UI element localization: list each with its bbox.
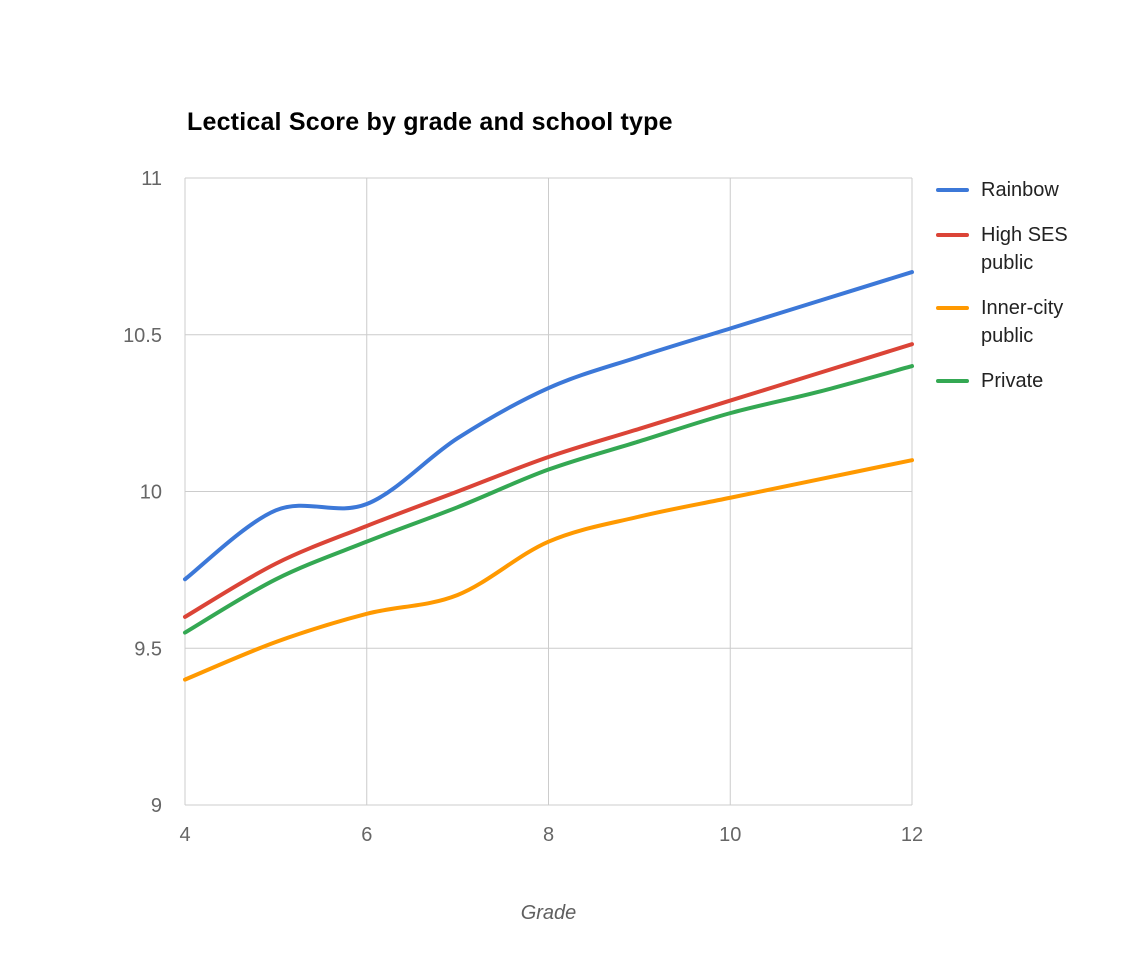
x-tick-label: 10: [719, 824, 741, 846]
chart-title: Lectical Score by grade and school type: [187, 108, 673, 136]
x-tick-label: 12: [901, 824, 923, 846]
legend-item-inner-city-public: Inner-city public: [936, 294, 1122, 350]
legend-label: High SES public: [981, 224, 1068, 274]
legend-swatch-high-ses-public: [936, 233, 969, 237]
legend-item-private: Private: [936, 367, 1122, 395]
series-line-private: [183, 364, 914, 635]
y-tick-label: 10.5: [123, 325, 162, 347]
legend-label: Inner-city public: [981, 297, 1064, 347]
chart-legend: Rainbow High SES public Inner-city publi…: [936, 176, 1122, 412]
legend-label: Private: [981, 370, 1044, 392]
legend-label: Rainbow: [981, 179, 1059, 201]
x-tick-label: 6: [361, 824, 372, 846]
y-tick-label: 11: [141, 168, 162, 190]
legend-swatch-private: [936, 379, 969, 383]
series-line-rainbow: [183, 270, 914, 582]
legend-swatch-rainbow: [936, 188, 969, 192]
series-line-inner-city-public: [183, 458, 914, 682]
y-tick-label: 9.5: [134, 638, 162, 660]
x-tick-label: 4: [179, 824, 190, 846]
legend-item-rainbow: Rainbow: [936, 176, 1122, 204]
x-tick-label: 8: [543, 824, 554, 846]
legend-swatch-inner-city-public: [936, 306, 969, 310]
x-axis-title: Grade: [520, 902, 577, 924]
y-tick-label: 9: [151, 795, 162, 817]
y-tick-label: 10: [140, 482, 162, 504]
legend-item-high-ses-public: High SES public: [936, 221, 1122, 277]
series-line-high-ses-public: [183, 342, 914, 619]
